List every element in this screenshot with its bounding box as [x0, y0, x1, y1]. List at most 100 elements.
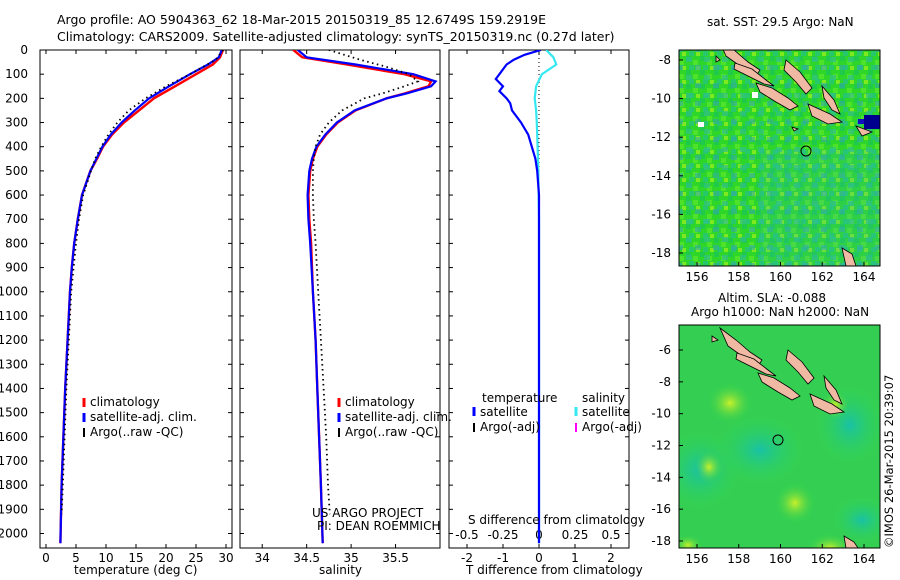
depth-tick-label: 700 — [5, 212, 28, 226]
map-lon-label: 164 — [853, 552, 876, 566]
salinity-legend: climatology satellite-adj. clim. Argo(..… — [337, 395, 452, 439]
sla-map-title-1: Altim. SLA: -0.088 — [718, 291, 826, 305]
map-lat-label: -8 — [659, 375, 671, 389]
depth-tick-label: 1200 — [0, 333, 28, 347]
salinity-diff-tick-label: -0.25 — [487, 528, 518, 542]
salinity-difference-axis-label: S difference from climatology — [468, 513, 645, 527]
imos-timestamp: ©IMOS 26-Mar-2015 20:39:07 — [882, 375, 896, 548]
depth-tick-label: 200 — [5, 91, 28, 105]
sla-low-2 — [715, 415, 805, 485]
sst-cold-pixel-2 — [858, 119, 864, 124]
argo-location-marker — [772, 434, 784, 446]
x-tick-label: 30 — [218, 551, 233, 565]
salinity-diff-tick-label: 0.25 — [562, 528, 589, 542]
legend-salinity-header: salinity — [582, 391, 625, 405]
depth-tick-label: 1800 — [0, 478, 28, 492]
salinity-panel-frame — [239, 49, 441, 549]
x-tick-label: -1 — [497, 551, 509, 565]
depth-tick-label: 1500 — [0, 406, 28, 420]
map-lon-label: 160 — [769, 270, 792, 284]
depth-tick-label: 1600 — [0, 430, 28, 444]
map-lon-label: 160 — [769, 552, 792, 566]
depth-tick-label: 400 — [5, 140, 28, 154]
map-lat-label: -16 — [651, 502, 671, 516]
x-tick-label: 20 — [158, 551, 173, 565]
map-lat-label: -6 — [659, 343, 671, 357]
legend-label-argo: Argo(..raw -QC) — [90, 425, 183, 439]
x-tick-label: 0 — [535, 551, 543, 565]
island-malaita — [823, 374, 843, 405]
legend-temperature-header: temperature — [482, 391, 557, 405]
temperature-argo-line — [60, 50, 224, 515]
sla-high-1 — [708, 383, 752, 423]
island-vanuatu-coast — [841, 247, 857, 266]
map-lat-label: -14 — [651, 169, 671, 183]
x-tick-label: 34 — [255, 551, 270, 565]
sst-cold-pixel — [864, 115, 880, 129]
temperature-difference-axis-label: T difference from climatology — [465, 563, 643, 577]
legend-label-argo: Argo(..raw -QC) — [345, 425, 438, 439]
legend-label-sal-satellite: satellite — [582, 405, 630, 419]
sst-map — [679, 50, 880, 266]
header-line-1: Argo profile: AO 5904363_62 18-Mar-2015 … — [57, 12, 547, 27]
salinity-argo-line — [312, 50, 420, 515]
solomon-islands-land — [715, 50, 874, 266]
island-guadalcanal — [807, 103, 844, 125]
sst-field-texture — [679, 50, 880, 266]
legend-label-climatology: climatology — [345, 395, 415, 409]
map-lat-label: -10 — [651, 407, 671, 421]
x-tick-label: 5 — [72, 551, 80, 565]
sla-high-2 — [695, 451, 723, 483]
depth-tick-label: 900 — [5, 261, 28, 275]
depth-tick-label: 1400 — [0, 381, 28, 395]
sst-map-title: sat. SST: 29.5 Argo: NaN — [707, 15, 854, 29]
profile-lines-temperature — [59, 50, 225, 544]
map-lon-label: 162 — [811, 270, 834, 284]
depth-tick-label: 300 — [5, 116, 28, 130]
profile-lines-salinity — [292, 50, 438, 544]
sst-missing-pixel-2 — [698, 122, 704, 127]
legend-label-satellite: satellite-adj. clim. — [345, 410, 452, 424]
depth-tick-label: 0 — [20, 43, 28, 57]
x-tick-label: 15 — [128, 551, 143, 565]
depth-tick-label: 1900 — [0, 502, 28, 516]
depth-tick-label: 1000 — [0, 285, 28, 299]
map-lon-label: 158 — [727, 552, 750, 566]
island-new-georgia — [755, 82, 799, 111]
map-lat-label: -14 — [651, 470, 671, 484]
map-lon-label: 162 — [811, 552, 834, 566]
depth-tick-label: 800 — [5, 236, 28, 250]
legend-label-climatology: climatology — [90, 395, 160, 409]
legend-label-temp-argo: Argo(-adj) — [480, 420, 540, 434]
sla-high-3 — [775, 483, 815, 523]
map-lon-label: 156 — [686, 552, 709, 566]
island-vanuatu-coast — [843, 535, 859, 548]
salinity-diff-tick-label: 0.5 — [601, 528, 620, 542]
x-tick-label: 35 — [343, 551, 358, 565]
x-tick-label: 34.5 — [293, 551, 320, 565]
depth-tick-label: 1300 — [0, 357, 28, 371]
temperature-satellite-line — [59, 50, 223, 544]
map-lat-label: -12 — [651, 130, 671, 144]
x-tick-label: 0 — [42, 551, 50, 565]
map-lat-label: -18 — [651, 534, 671, 548]
map-lon-label: 158 — [727, 270, 750, 284]
sla-low-4 — [832, 496, 880, 544]
island-choiseul — [733, 62, 775, 87]
header-line-2: Climatology: CARS2009. Satellite-adjuste… — [57, 29, 615, 44]
salinity-axis-label: salinity — [319, 563, 362, 577]
sst-cool-patch — [760, 150, 880, 266]
temperature-climatology-line — [59, 50, 225, 544]
island-small — [711, 335, 719, 343]
depth-tick-label: 500 — [5, 164, 28, 178]
map-lat-label: -8 — [659, 53, 671, 67]
island-small — [715, 55, 721, 63]
depth-tick-label: 100 — [5, 67, 28, 81]
legend-label-sal-argo: Argo(-adj) — [582, 420, 642, 434]
sla-high-4 — [808, 534, 852, 548]
sla-map-frame — [678, 324, 881, 549]
map-lat-label: -16 — [651, 207, 671, 221]
island-malaita — [821, 84, 841, 115]
salinity-diff-tick-label: -0.5 — [455, 528, 478, 542]
depth-tick-label: 1100 — [0, 309, 28, 323]
